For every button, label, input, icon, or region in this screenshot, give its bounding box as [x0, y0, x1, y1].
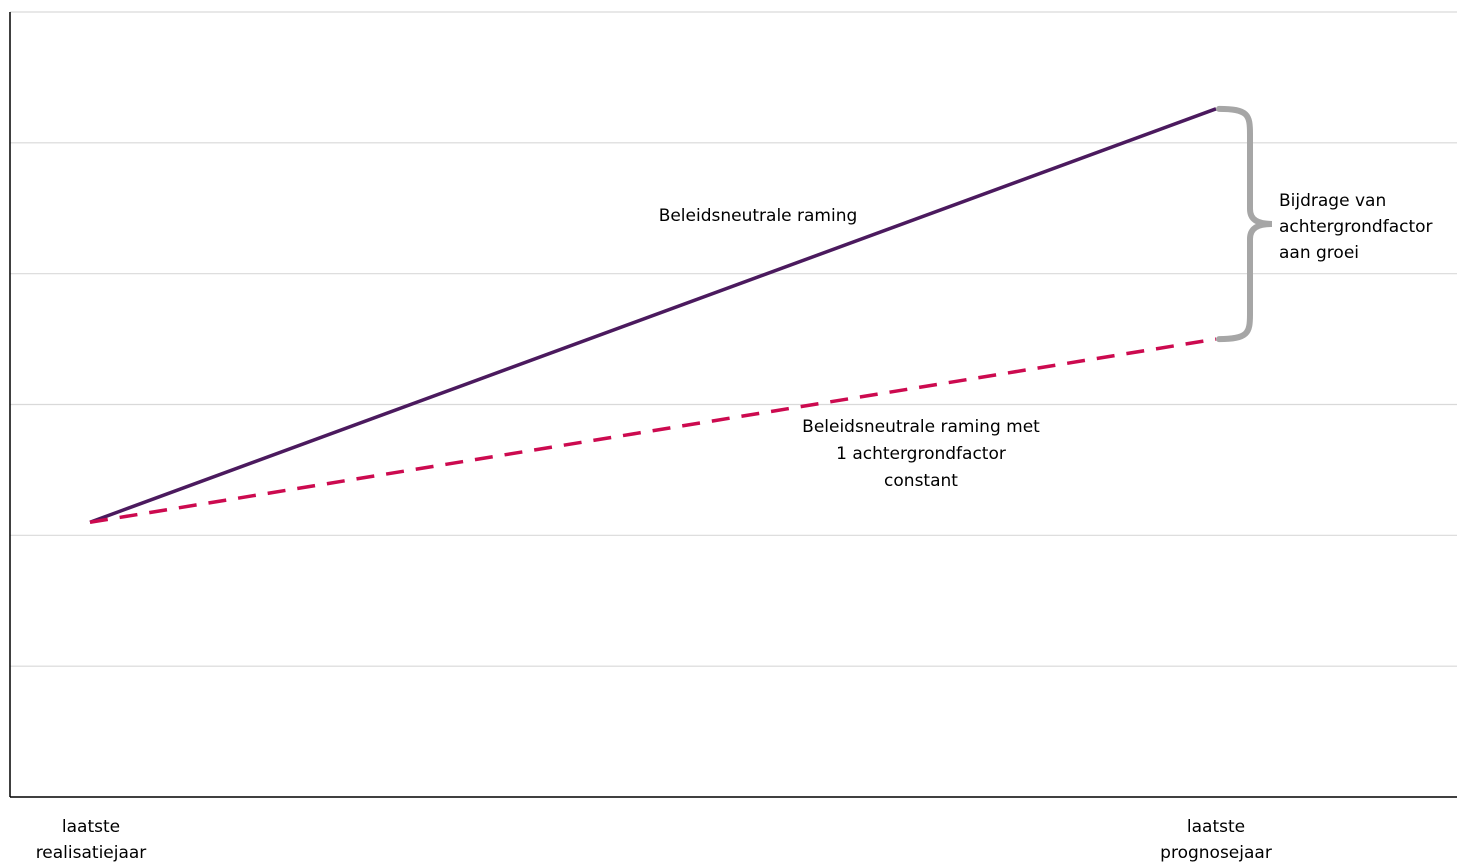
- annotation-line: Beleidsneutrale raming met: [802, 417, 1040, 437]
- svg-text:achtergrondfactor: achtergrondfactor: [1279, 217, 1433, 237]
- annotation-line: achtergrondfactor: [1279, 217, 1433, 237]
- series-line-solid: [89, 107, 1217, 524]
- svg-text:Beleidsneutrale raming: Beleidsneutrale raming: [659, 206, 858, 226]
- svg-text:Bijdrage van: Bijdrage van: [1279, 191, 1386, 211]
- svg-text:laatste: laatste: [62, 817, 120, 837]
- annotation-line: 1 achtergrondfactor: [836, 444, 1006, 464]
- x-tick-label-realisatiejaar: laatste realisatiejaar: [36, 817, 147, 863]
- annotation-beleidsneutrale-raming-met: Beleidsneutrale raming met 1 achtergrond…: [802, 417, 1040, 491]
- x-tick-label-prognosejaar: laatste prognosejaar: [1160, 817, 1272, 863]
- x-tick-label-line: laatste: [62, 817, 120, 837]
- annotation-line: Beleidsneutrale raming: [659, 206, 858, 226]
- svg-text:1 achtergrondfactor: 1 achtergrondfactor: [836, 444, 1006, 464]
- bracket-annotation: [1216, 105, 1273, 343]
- svg-text:aan groei: aan groei: [1279, 243, 1359, 263]
- svg-text:Beleidsneutrale raming met: Beleidsneutrale raming met: [802, 417, 1040, 437]
- annotation-bijdrage: Bijdrage van achtergrondfactor aan groei: [1279, 191, 1433, 263]
- svg-text:prognosejaar: prognosejaar: [1160, 843, 1272, 863]
- svg-text:laatste: laatste: [1187, 817, 1245, 837]
- annotation-line: aan groei: [1279, 243, 1359, 263]
- annotation-line: constant: [884, 471, 958, 491]
- x-tick-label-line: prognosejaar: [1160, 843, 1272, 863]
- x-tick-label-line: laatste: [1187, 817, 1245, 837]
- gridlines: [10, 11, 1457, 667]
- annotation-line: Bijdrage van: [1279, 191, 1386, 211]
- svg-text:constant: constant: [884, 471, 958, 491]
- x-tick-label-line: realisatiejaar: [36, 843, 147, 863]
- annotation-beleidsneutrale-raming: Beleidsneutrale raming: [659, 206, 858, 226]
- svg-text:realisatiejaar: realisatiejaar: [36, 843, 147, 863]
- series-lines: [89, 107, 1217, 524]
- series-line-dashed: [89, 337, 1217, 524]
